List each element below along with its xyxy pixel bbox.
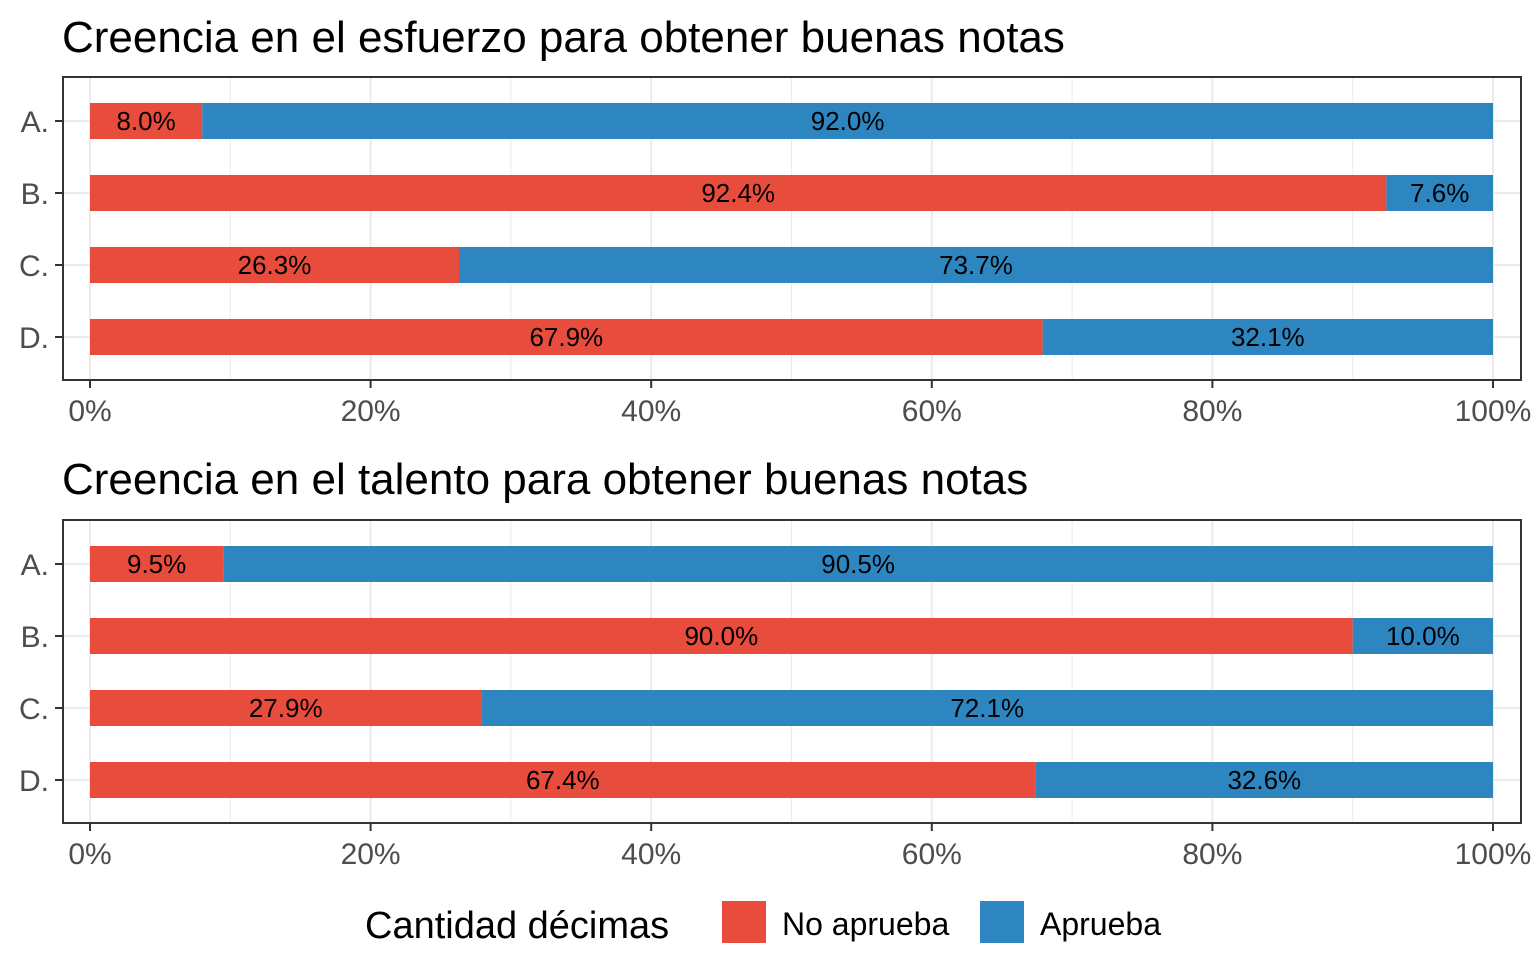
data-label: 92.4% xyxy=(701,178,775,208)
chart-title: Creencia en el esfuerzo para obtener bue… xyxy=(62,13,1065,62)
data-label: 72.1% xyxy=(950,693,1024,723)
category-label: A. xyxy=(21,549,49,582)
bar-no-aprueba-d xyxy=(90,319,1043,355)
x-tick-label: 60% xyxy=(902,838,962,871)
category-label: D. xyxy=(19,765,49,798)
legend-swatch-no-aprueba xyxy=(722,901,766,943)
bar-no-aprueba-c xyxy=(90,247,459,283)
bar-aprueba-a xyxy=(223,546,1493,582)
legend-label-aprueba: Aprueba xyxy=(1040,906,1161,942)
data-label: 90.5% xyxy=(821,549,895,579)
panel-border xyxy=(62,519,1522,824)
data-label: 8.0% xyxy=(116,106,175,136)
bar-aprueba-c xyxy=(458,247,1493,283)
x-tick-label: 80% xyxy=(1182,838,1242,871)
x-tick-label: 20% xyxy=(341,395,401,428)
x-tick-label: 100% xyxy=(1455,838,1532,871)
data-label: 9.5% xyxy=(127,549,186,579)
legend-title: Cantidad décimas xyxy=(365,905,669,947)
panel-border xyxy=(62,76,1522,381)
category-label: C. xyxy=(19,250,49,283)
data-label: 67.9% xyxy=(529,322,603,352)
category-label: B. xyxy=(21,621,49,654)
bar-aprueba-d xyxy=(1042,319,1493,355)
x-tick-label: 40% xyxy=(621,838,681,871)
legend-label-no-aprueba: No aprueba xyxy=(782,906,949,942)
data-label: 73.7% xyxy=(939,250,1013,280)
x-tick-label: 80% xyxy=(1182,395,1242,428)
x-tick-label: 60% xyxy=(902,395,962,428)
x-tick-label: 0% xyxy=(68,395,111,428)
x-tick-label: 40% xyxy=(621,395,681,428)
x-tick-label: 100% xyxy=(1455,395,1532,428)
bar-aprueba-a xyxy=(202,103,1494,139)
data-label: 32.6% xyxy=(1227,765,1301,795)
legend-swatch-aprueba xyxy=(980,901,1024,943)
bar-no-aprueba-a xyxy=(90,546,224,582)
x-tick-label: 20% xyxy=(341,838,401,871)
bar-no-aprueba-d xyxy=(90,762,1036,798)
category-label: D. xyxy=(19,322,49,355)
x-tick-label: 0% xyxy=(68,838,111,871)
chart-title: Creencia en el talento para obtener buen… xyxy=(62,455,1028,504)
data-label: 67.4% xyxy=(526,765,600,795)
chart-panel-talent: Creencia en el talento para obtener buen… xyxy=(19,455,1531,871)
data-label: 90.0% xyxy=(684,621,758,651)
bar-no-aprueba-b xyxy=(90,618,1353,654)
bar-aprueba-b xyxy=(1386,175,1493,211)
data-label: 10.0% xyxy=(1386,621,1460,651)
chart-panel-effort: Creencia en el esfuerzo para obtener bue… xyxy=(19,13,1531,428)
data-label: 32.1% xyxy=(1231,322,1305,352)
data-label: 92.0% xyxy=(811,106,885,136)
bar-no-aprueba-a xyxy=(90,103,203,139)
category-label: A. xyxy=(21,106,49,139)
bar-aprueba-b xyxy=(1352,618,1493,654)
legend: Cantidad décimas No aprueba Aprueba xyxy=(365,901,1161,947)
data-label: 26.3% xyxy=(238,250,312,280)
bar-aprueba-d xyxy=(1035,762,1493,798)
bar-no-aprueba-b xyxy=(90,175,1387,211)
bar-no-aprueba-c xyxy=(90,690,482,726)
bar-aprueba-c xyxy=(481,690,1493,726)
data-label: 7.6% xyxy=(1410,178,1469,208)
data-label: 27.9% xyxy=(249,693,323,723)
category-label: B. xyxy=(21,178,49,211)
category-label: C. xyxy=(19,693,49,726)
